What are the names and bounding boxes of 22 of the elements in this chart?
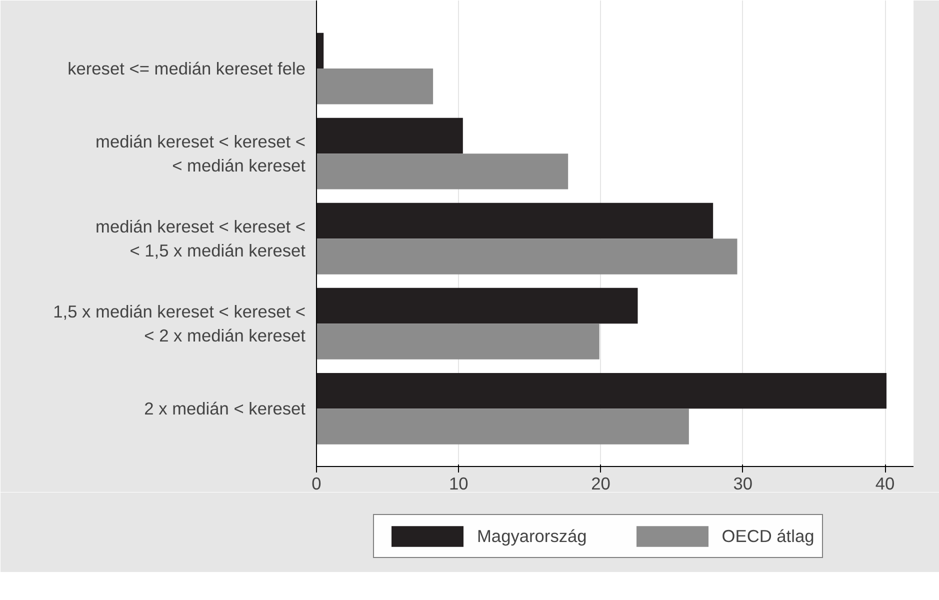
bar: [316, 32, 324, 69]
x-tick-label: 30: [733, 474, 753, 494]
y-tick-label: 1,5 x medián kereset < kereset < < 2 x medián kereset: [53, 302, 306, 346]
bar: [316, 288, 638, 324]
bar: [316, 68, 434, 104]
x-tick-label: 10: [449, 474, 468, 494]
y-tick-label: medián kereset < kereset < < 1,5 x medián kereset: [96, 216, 306, 261]
bar: [316, 238, 738, 274]
bar: [316, 408, 689, 444]
x-tick-label: 20: [591, 474, 610, 494]
bar: [316, 324, 600, 360]
bar: [316, 154, 568, 190]
legend-label: OECD átlag: [722, 526, 814, 546]
y-tick-label: medián kereset < kereset < < medián kereset: [96, 132, 306, 176]
y-tick-label: kereset <= medián kereset fele: [68, 58, 306, 79]
y-tick-label: 2 x medián < kereset: [144, 398, 306, 419]
bar: [316, 202, 714, 239]
bar: [316, 372, 886, 409]
x-tick-label: 40: [875, 474, 895, 494]
x-tick-label: 0: [312, 474, 322, 494]
legend-label: Magyarország: [477, 526, 587, 546]
bar: [316, 118, 463, 154]
